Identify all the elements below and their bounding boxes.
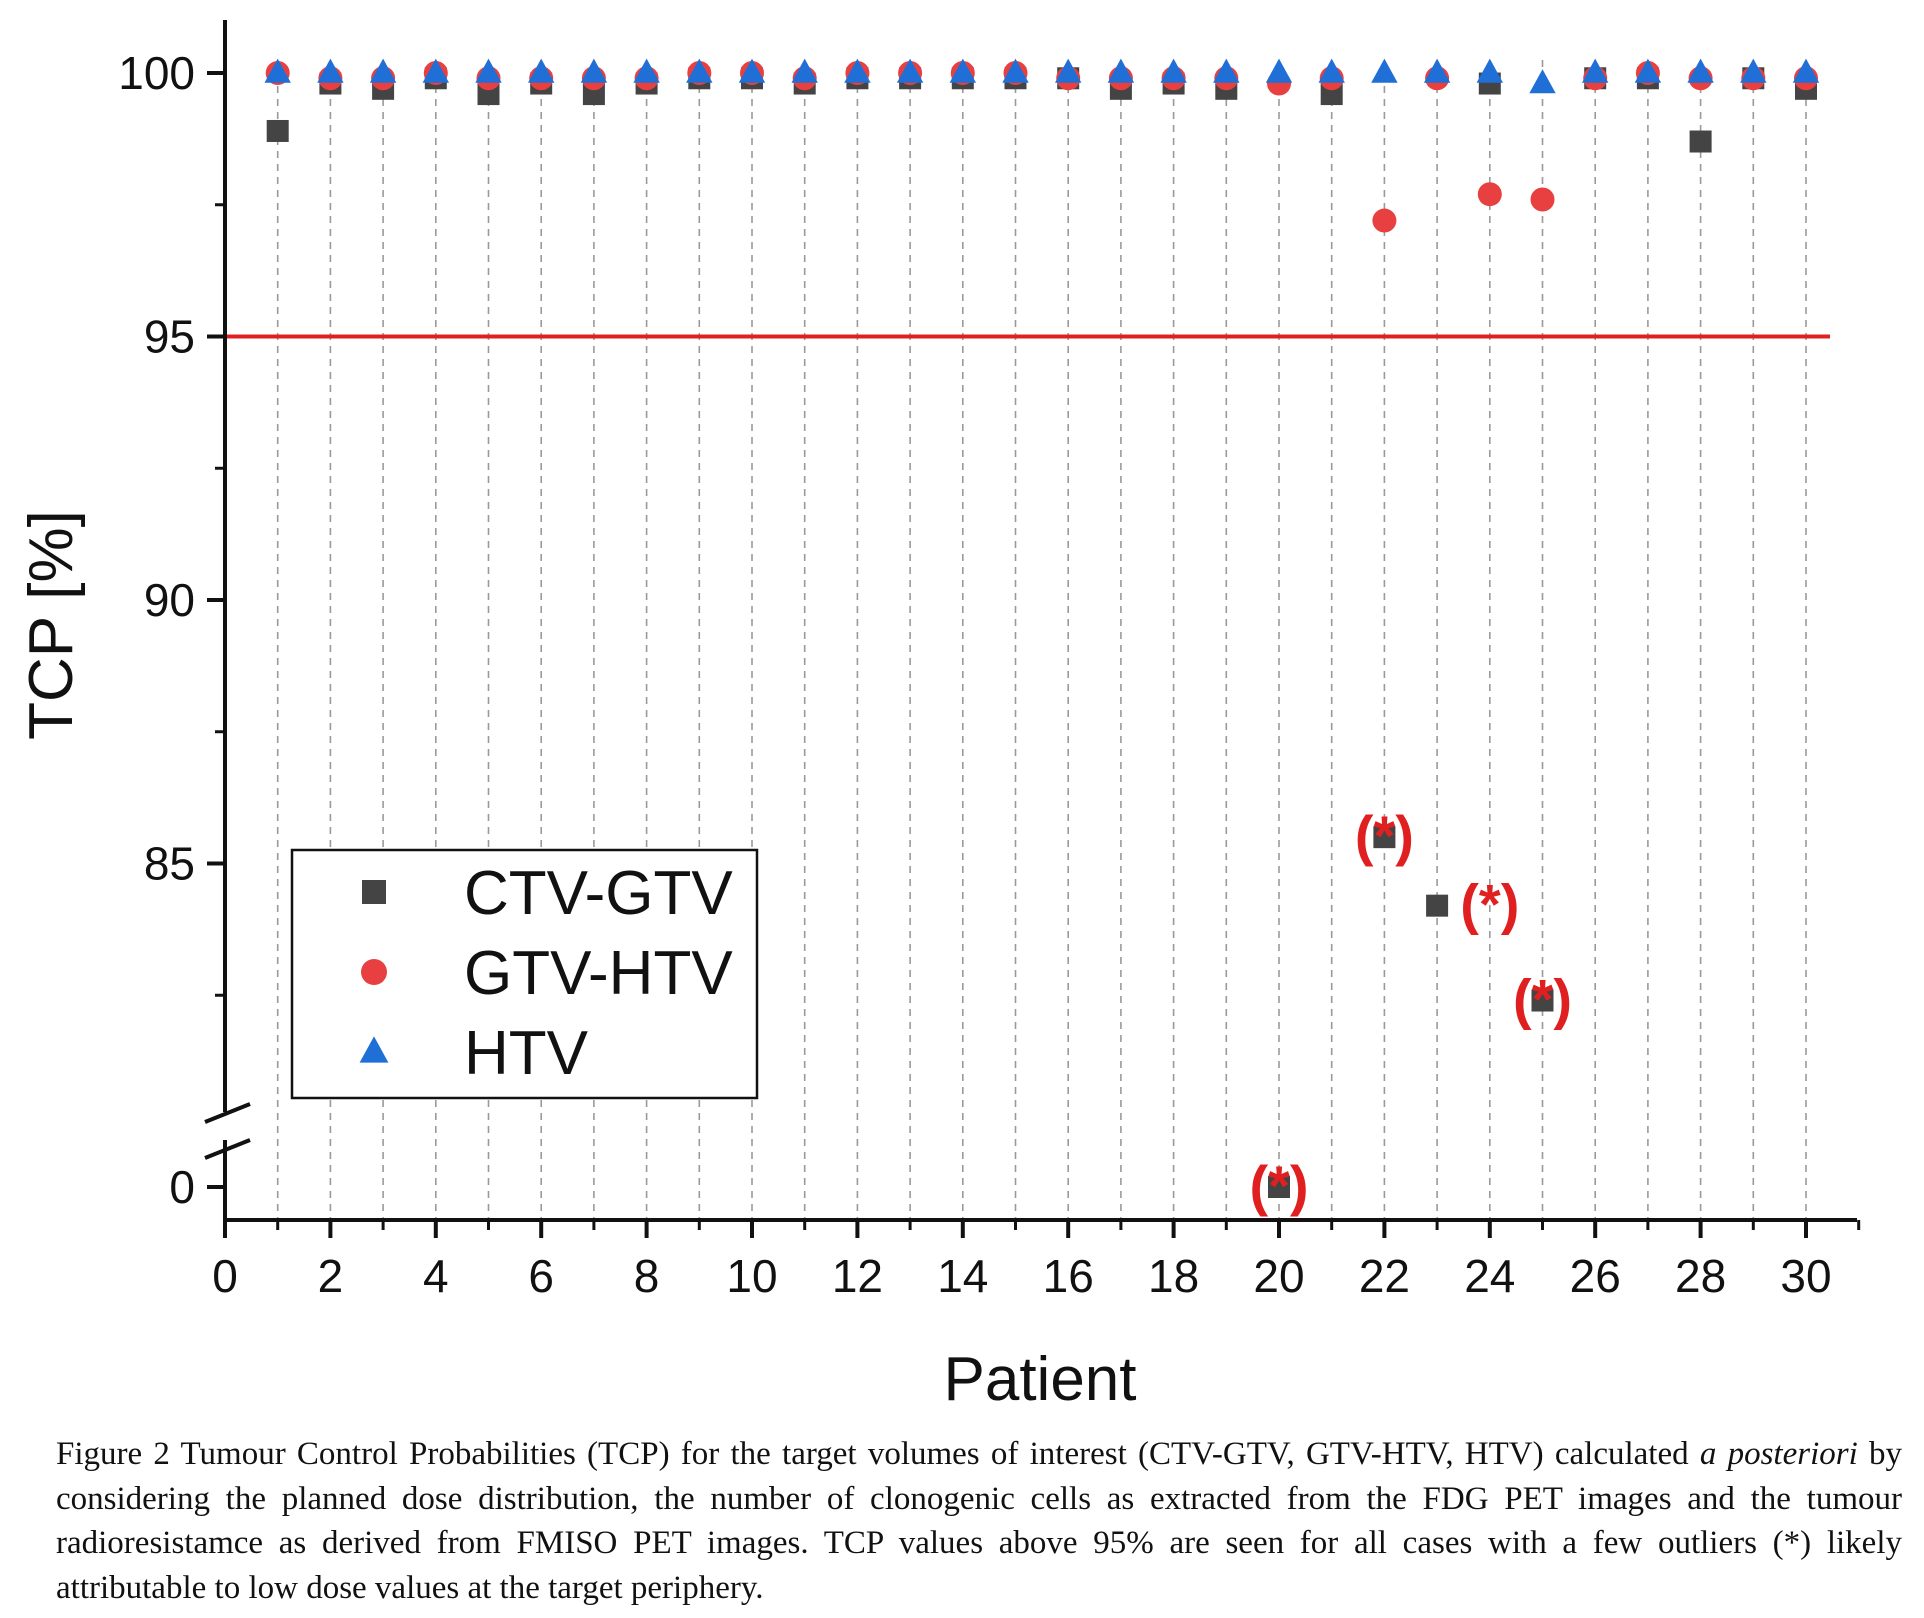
htv-point	[528, 58, 555, 83]
gtv-htv-point	[1477, 182, 1502, 207]
htv-point	[475, 58, 502, 83]
htv-point	[580, 58, 608, 83]
ctv-gtv-legend-icon	[362, 880, 386, 904]
htv-point	[1740, 58, 1767, 83]
legend: CTV-GTV GTV-HTV HTV	[290, 848, 759, 1100]
htv-point	[1107, 58, 1135, 83]
x-tick-label: 12	[832, 1250, 883, 1302]
x-tick-label: 30	[1780, 1250, 1831, 1302]
x-tick-label: 6	[528, 1250, 554, 1302]
x-tick-label: 14	[937, 1250, 988, 1302]
data-marks	[264, 58, 1820, 1198]
ctv-gtv-point	[1268, 1176, 1290, 1198]
caption-text-1: Figure 2 Tumour Control Probabilities (T…	[56, 1436, 1700, 1472]
ctv-gtv-point	[1373, 826, 1396, 849]
x-tick-label: 8	[634, 1250, 660, 1302]
ctv-gtv-point	[1689, 130, 1712, 153]
x-tick-label: 10	[726, 1250, 777, 1302]
x-tick-label: 26	[1570, 1250, 1621, 1302]
htv-point	[1213, 58, 1240, 83]
ctv-gtv-point	[1426, 894, 1449, 917]
outlier-annotation: (*)	[1460, 873, 1519, 936]
htv-point	[1002, 58, 1029, 83]
axis-break-mark	[204, 1138, 251, 1160]
outlier-annotation: (*)	[1513, 968, 1572, 1031]
legend-label: HTV	[464, 1019, 589, 1088]
htv-point	[1371, 58, 1398, 83]
htv-point	[686, 58, 713, 83]
gtv-htv-point	[1530, 187, 1555, 212]
htv-point	[1792, 58, 1820, 83]
ctv-gtv-point	[266, 119, 289, 142]
htv-point	[1055, 58, 1082, 83]
x-tick-label: 4	[423, 1250, 449, 1302]
htv-legend-icon	[359, 1036, 389, 1063]
y-tick-label: 0	[169, 1161, 195, 1213]
htv-point	[422, 58, 449, 83]
htv-point	[264, 58, 291, 83]
x-tick-label: 28	[1675, 1250, 1726, 1302]
htv-point	[949, 58, 976, 83]
x-axis-label: Patient	[943, 1345, 1136, 1414]
figure-caption: Figure 2 Tumour Control Probabilities (T…	[56, 1432, 1902, 1610]
outlier-annotation: (*)	[1249, 1154, 1308, 1217]
x-tick-label: 16	[1043, 1250, 1094, 1302]
htv-point	[633, 58, 660, 83]
htv-point	[791, 58, 818, 83]
x-tick-label: 24	[1464, 1250, 1515, 1302]
gtv-htv-legend-icon	[361, 959, 387, 985]
axis-break-mark	[204, 1102, 251, 1124]
caption-text-2: by considering the planned dose distribu…	[56, 1436, 1903, 1606]
caption-italic: a posteriori	[1699, 1436, 1858, 1472]
htv-point	[844, 58, 871, 83]
outlier-annotation: (*)	[1355, 804, 1414, 867]
htv-point	[1687, 58, 1714, 83]
x-tick-label: 2	[318, 1250, 344, 1302]
x-tick-label: 0	[212, 1250, 238, 1302]
htv-point	[1476, 58, 1503, 83]
gtv-htv-point	[1372, 208, 1397, 233]
ctv-gtv-point	[1531, 989, 1554, 1012]
legend-label: CTV-GTV	[464, 859, 733, 928]
x-tick-label: 18	[1148, 1250, 1199, 1302]
htv-point	[1160, 58, 1187, 83]
y-tick-label: 90	[144, 574, 195, 626]
htv-point	[738, 58, 766, 83]
x-tick-label: 22	[1359, 1250, 1410, 1302]
legend-label: GTV-HTV	[464, 939, 733, 1008]
htv-point	[1582, 58, 1609, 83]
x-tick-label: 20	[1253, 1250, 1304, 1302]
y-tick-label: 85	[144, 838, 195, 890]
htv-point	[896, 58, 924, 83]
htv-point	[1634, 58, 1662, 83]
htv-point	[1423, 58, 1451, 83]
htv-point	[317, 58, 344, 83]
htv-point	[1318, 58, 1345, 83]
htv-point	[1529, 69, 1556, 94]
htv-point	[369, 58, 397, 83]
y-tick-label: 95	[144, 311, 195, 363]
y-tick-label: 100	[118, 47, 195, 99]
htv-point	[1265, 58, 1293, 83]
y-axis-label: TCP [%]	[17, 510, 86, 740]
annotations: (*) (*) (*) (*)	[1249, 804, 1572, 1217]
